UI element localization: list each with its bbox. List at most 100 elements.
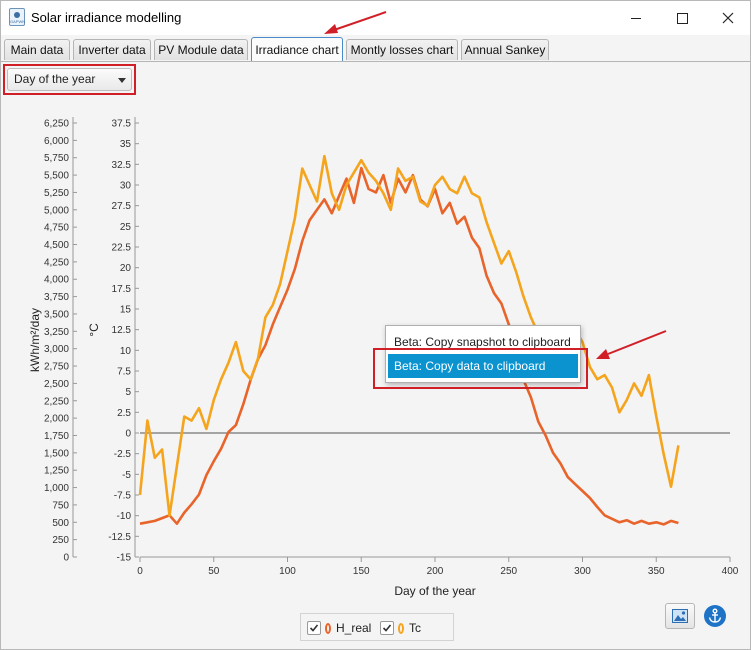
x-tick-label: 350: [648, 566, 665, 577]
save-image-button[interactable]: [665, 603, 695, 629]
y-left-tick-label: 5,750: [44, 153, 69, 164]
x-axis-title: Day of the year: [394, 584, 475, 598]
tab-pv-module-data[interactable]: PV Module data: [154, 39, 248, 60]
y-left-tick-label: 1,750: [44, 431, 69, 442]
y-right-tick-label: 2.5: [117, 408, 131, 419]
x-tick-label: 400: [722, 566, 739, 577]
legend-label-h-real: H_real: [336, 621, 372, 635]
y-left-tick-label: 6,250: [44, 119, 69, 130]
app-logo-icon: GAPWN: [9, 8, 25, 26]
y-right-tick-label: 5: [125, 387, 131, 398]
context-menu: Beta: Copy snapshot to clipboard Beta: C…: [385, 325, 581, 383]
title-bar[interactable]: GAPWN Solar irradiance modelling: [1, 1, 750, 35]
view-selector-dropdown[interactable]: Day of the year: [7, 68, 132, 91]
menu-item-copy-data[interactable]: Beta: Copy data to clipboard: [388, 354, 578, 378]
y-axis-left-title: kWh/m²/day: [28, 308, 42, 372]
x-tick-label: 200: [427, 566, 444, 577]
y-left-tick-label: 2,250: [44, 396, 69, 407]
legend-checkbox-tc[interactable]: [380, 621, 394, 635]
annotation-highlight-box: [373, 348, 588, 389]
close-button[interactable]: [705, 1, 750, 35]
minimize-icon: [631, 17, 641, 19]
y-right-tick-label: 15: [120, 305, 132, 316]
y-left-tick-label: 5,250: [44, 188, 69, 199]
y-left-tick-label: 2,500: [44, 379, 69, 390]
maximize-icon: [676, 12, 688, 24]
tab-inverter-data[interactable]: Inverter data: [73, 39, 151, 60]
irradiance-chart: 02505007501,0001,2501,5001,7502,0002,250…: [28, 117, 739, 598]
series-line-tc: [138, 154, 680, 518]
tab-main-data[interactable]: Main data: [4, 39, 70, 60]
y-left-tick-label: 4,000: [44, 275, 69, 286]
tab-annual-sankey[interactable]: Annual Sankey: [461, 39, 549, 60]
y-left-tick-label: 3,500: [44, 309, 69, 320]
y-right-tick-label: 30: [120, 181, 132, 192]
legend-marker-h-real: [325, 622, 331, 634]
y-left-tick-label: 1,500: [44, 448, 69, 459]
y-right-tick-label: 20: [120, 263, 132, 274]
y-left-tick-label: 2,000: [44, 414, 69, 425]
y-right-tick-label: -7.5: [114, 491, 132, 502]
chart-panel: 0 250 500 750 1,000 1,250 1,500 1,750 2,000 2,250…: [1, 62, 750, 649]
view-selector-value: Day of the year: [14, 72, 96, 86]
tab-bar: Main data Inverter data PV Module data I…: [1, 35, 750, 62]
y-left-tick-label: 5,000: [44, 205, 69, 216]
y-left-tick-label: 2,750: [44, 362, 69, 373]
x-tick-label: 300: [574, 566, 591, 577]
y-right-tick-label: -2.5: [114, 449, 132, 460]
x-tick-label: 50: [208, 566, 220, 577]
y-right-tick-label: 32.5: [112, 160, 132, 171]
y-left-tick-label: 500: [52, 518, 69, 529]
annotation-highlight-box: [3, 64, 136, 95]
y-left-tick-label: 4,250: [44, 257, 69, 268]
y-left-tick-label: 250: [52, 535, 69, 546]
series-line-h-real: [139, 166, 679, 526]
tab-montly-losses-chart[interactable]: Montly losses chart: [346, 39, 458, 60]
y-left-tick-label: 5,500: [44, 171, 69, 182]
y-left-tick-label: 4,500: [44, 240, 69, 251]
image-icon: [672, 609, 688, 623]
menu-item-copy-snapshot[interactable]: Beta: Copy snapshot to clipboard: [394, 335, 571, 349]
y-left-tick-label: 0: [63, 553, 69, 564]
anchor-button[interactable]: [704, 605, 726, 627]
legend-item-h-real[interactable]: H_real: [307, 619, 371, 637]
x-tick-label: 100: [279, 566, 296, 577]
legend-marker-tc: [398, 622, 404, 634]
legend-item-tc[interactable]: Tc: [380, 619, 421, 637]
y-right-tick-label: -12.5: [108, 532, 131, 543]
x-tick-label: 0: [137, 566, 143, 577]
y-right-tick-label: 27.5: [112, 201, 132, 212]
y-right-tick-label: 10: [120, 346, 132, 357]
y-right-tick-label: 17.5: [112, 284, 132, 295]
y-left-tick-label: 6,000: [44, 136, 69, 147]
y-left-tick-label: 750: [52, 500, 69, 511]
x-tick-label: 250: [500, 566, 517, 577]
y-right-tick-label: -10: [117, 511, 132, 522]
y-right-tick-label: 12.5: [112, 325, 132, 336]
y-right-tick-label: 0: [125, 429, 131, 440]
tab-irradiance-chart[interactable]: Irradiance chart: [251, 37, 343, 61]
window-title: Solar irradiance modelling: [31, 10, 182, 25]
chevron-down-icon: [118, 78, 126, 83]
legend-checkbox-h-real[interactable]: [307, 621, 321, 635]
minimize-button[interactable]: [613, 1, 659, 35]
checkmark-icon: [382, 624, 392, 632]
x-tick-label: 150: [353, 566, 370, 577]
y-right-tick-label: -15: [117, 553, 132, 564]
legend-label-tc: Tc: [409, 621, 421, 635]
y-right-tick-label: 37.5: [112, 119, 132, 130]
y-right-tick-label: -5: [122, 470, 131, 481]
y-left-tick-label: 3,750: [44, 292, 69, 303]
y-left-tick-label: 3,000: [44, 344, 69, 355]
y-right-tick-label: 7.5: [117, 367, 131, 378]
checkmark-icon: [309, 624, 319, 632]
y-right-tick-label: 35: [120, 139, 132, 150]
y-left-tick-label: 3,250: [44, 327, 69, 338]
y-axis-right-title: °C: [87, 323, 101, 337]
anchor-icon: [708, 608, 722, 623]
y-left-tick-label: 1,250: [44, 466, 69, 477]
close-icon: [722, 12, 734, 24]
maximize-button[interactable]: [659, 1, 705, 35]
y-left-tick-label: 1,000: [44, 483, 69, 494]
